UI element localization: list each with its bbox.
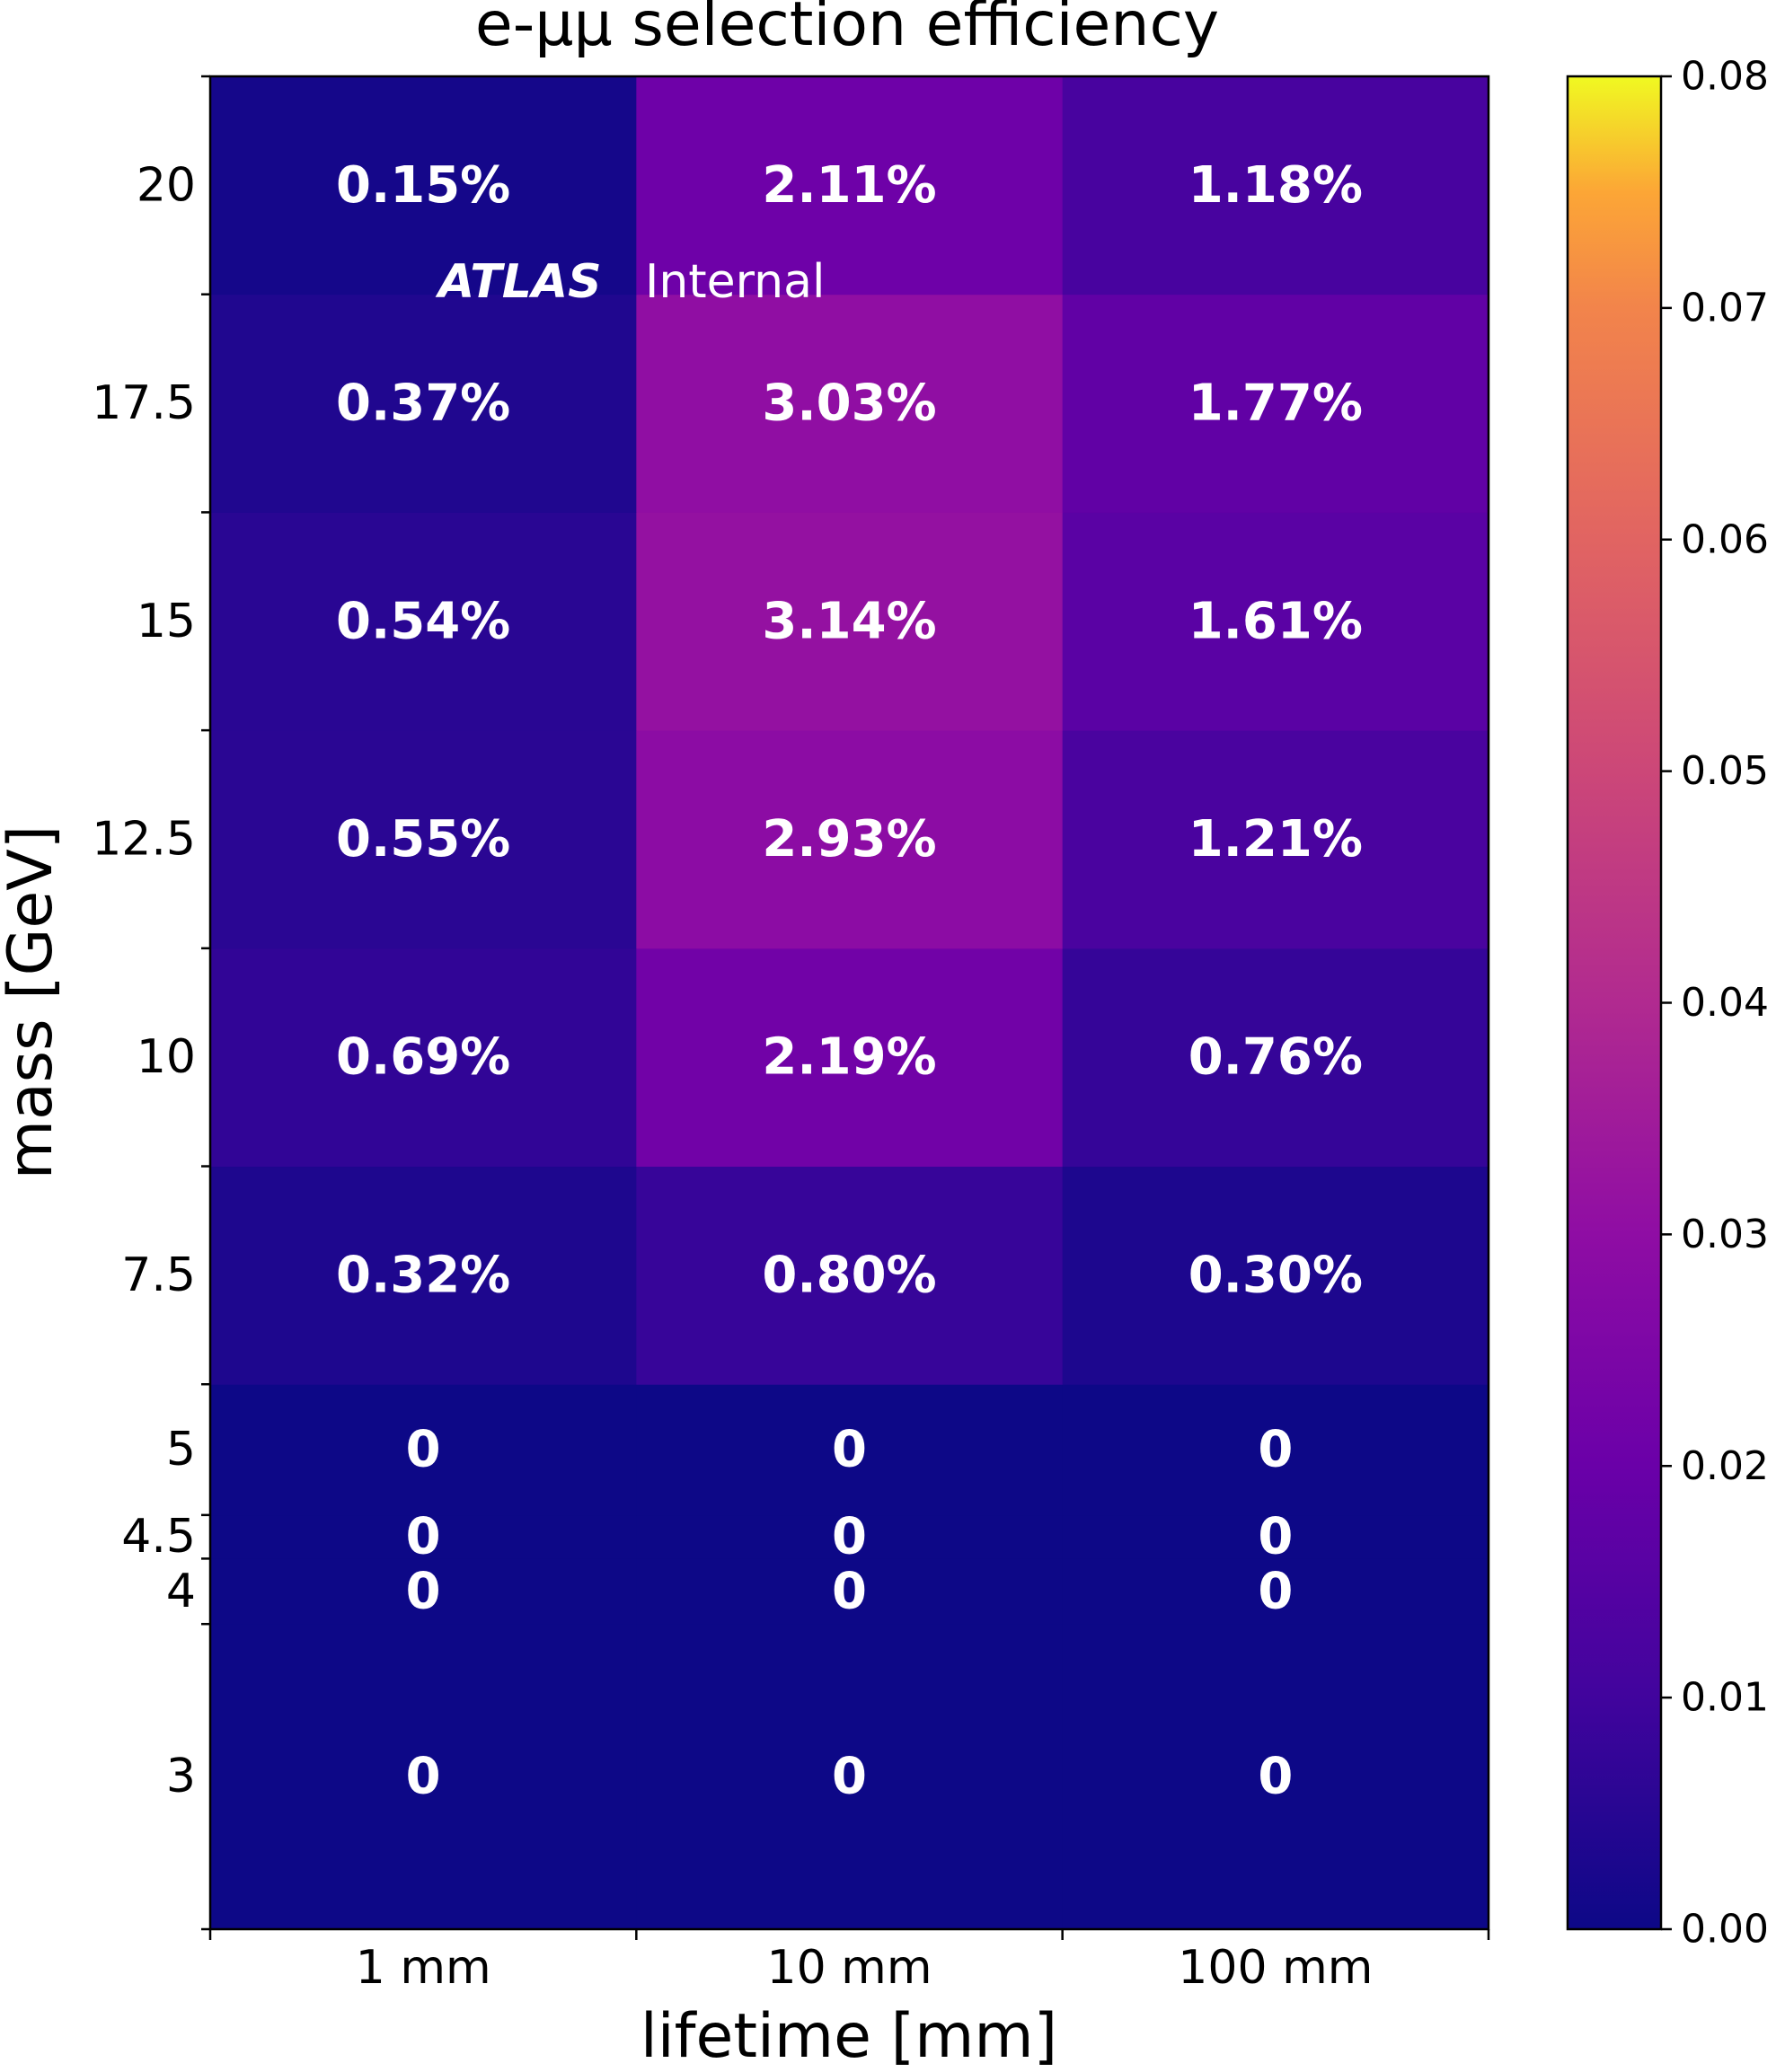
- y-axis: 3 44.5 5 7.5 10 12.5 15 17.5 20: [92, 75, 210, 1931]
- cell-value-label: 1.21%: [1188, 810, 1363, 868]
- y-tick-label: 12.5: [92, 812, 196, 866]
- cell-value-label: 1.18%: [1188, 156, 1363, 215]
- cell-value-label: 2.93%: [762, 810, 936, 868]
- cell-value-label: 0: [832, 1421, 867, 1479]
- cell-value-label: 0.55%: [336, 810, 510, 868]
- y-tick-label: 4.5: [121, 1510, 196, 1564]
- cell-value-label: 0.30%: [1188, 1246, 1363, 1304]
- x-axis: 1 mm 10 mm 100 mm: [208, 1929, 1490, 1995]
- y-tick-label: 10: [137, 1030, 196, 1084]
- cell-value-label: 2.11%: [762, 156, 936, 215]
- heatmap-cell: [1062, 1166, 1489, 1385]
- heatmap-cell: [210, 1624, 637, 1930]
- y-tick-label: 15: [137, 595, 196, 648]
- colorbar: [1566, 75, 1663, 1931]
- cell-value-label: 0.80%: [762, 1246, 936, 1304]
- cell-value-label: 3.14%: [762, 592, 936, 650]
- heatmap-cell: [636, 1514, 1064, 1559]
- y-tick-label: 4: [166, 1565, 196, 1618]
- colorbar-tick-label: 0.03: [1681, 1212, 1769, 1257]
- cell-value-label: 0.32%: [336, 1246, 510, 1304]
- heatmap-cell: [1062, 1384, 1489, 1516]
- cell-value-label: 0: [406, 1421, 441, 1479]
- cell-value-label: 0: [832, 1562, 867, 1620]
- colorbar-tick-label: 0.04: [1681, 980, 1769, 1026]
- heatmap-cell: [1062, 76, 1489, 295]
- heatmap-cell: [210, 512, 637, 731]
- heatmap-cell: [636, 294, 1064, 513]
- cell-value-label: 0: [832, 1508, 867, 1566]
- colorbar-tick-label: 0.01: [1681, 1675, 1769, 1721]
- heatmap-cell: [1062, 1514, 1489, 1559]
- colorbar-tick-label: 0.06: [1681, 516, 1769, 562]
- y-tick-label: 5: [166, 1423, 196, 1477]
- heatmap-cell: [636, 1624, 1064, 1930]
- y-axis-label: mass [GeV]: [0, 825, 66, 1180]
- y-tick-label: 3: [166, 1750, 196, 1803]
- heatmap-cell: [1062, 948, 1489, 1168]
- heatmap-cell: [1062, 294, 1489, 513]
- heatmap-cell: [636, 1384, 1064, 1516]
- heatmap-cell: [210, 76, 637, 295]
- x-tick-label: 1 mm: [356, 1941, 491, 1995]
- cell-value-label: 0: [832, 1748, 867, 1806]
- heatmap-cell: [210, 730, 637, 949]
- cell-value-label: 0.76%: [1188, 1028, 1363, 1087]
- heatmap-cell: [210, 294, 637, 513]
- cell-value-label: 0: [1258, 1508, 1293, 1566]
- heatmap-cell: [210, 1384, 637, 1516]
- x-tick-label: 10 mm: [766, 1941, 932, 1995]
- cell-value-label: 0.15%: [336, 156, 510, 215]
- heatmap-cell: [210, 1166, 637, 1385]
- y-tick-label: 7.5: [121, 1248, 196, 1302]
- chart-title: e-μμ selection efficiency: [475, 0, 1219, 60]
- heatmap-cell: [636, 1166, 1064, 1385]
- y-tick-label: 20: [137, 158, 196, 212]
- atlas-label: ATLAS: [435, 255, 602, 309]
- heatmap-cell: [636, 76, 1064, 295]
- x-axis-label: lifetime [mm]: [641, 2001, 1057, 2072]
- colorbar-tick-label: 0.05: [1681, 748, 1769, 794]
- heatmap-cell: [1062, 512, 1489, 731]
- cell-value-label: 0: [1258, 1562, 1293, 1620]
- heatmap-cell: [636, 1558, 1064, 1625]
- cell-value-label: 1.61%: [1188, 592, 1363, 650]
- cell-value-label: 0: [406, 1748, 441, 1806]
- colorbar-ticks: 0.00 0.01 0.02 0.03 0.04 0.05 0.06 0.07 0.08: [1661, 54, 1769, 1953]
- cell-value-label: 0: [406, 1562, 441, 1620]
- colorbar-tick-label: 0.07: [1681, 285, 1769, 331]
- heatmap-cell: [636, 948, 1064, 1168]
- cell-value-label: 0: [1258, 1748, 1293, 1806]
- heatmap-cell: [1062, 1558, 1489, 1625]
- x-tick-label: 100 mm: [1178, 1941, 1373, 1995]
- heatmap-cell: [1062, 1624, 1489, 1930]
- heatmap-cell: [210, 1514, 637, 1559]
- heatmap-cell: [636, 512, 1064, 731]
- heatmap-cell: [1062, 730, 1489, 949]
- colorbar-tick-label: 0.00: [1681, 1907, 1769, 1953]
- cell-value-label: 0: [1258, 1421, 1293, 1479]
- cell-value-label: 0.54%: [336, 592, 510, 650]
- cell-value-label: 0: [406, 1508, 441, 1566]
- atlas-internal-label: Internal: [645, 255, 825, 309]
- colorbar-tick-label: 0.02: [1681, 1443, 1769, 1489]
- colorbar-tick-label: 0.08: [1681, 54, 1769, 100]
- heatmap-cell: [210, 1558, 637, 1625]
- cell-value-label: 3.03%: [762, 375, 936, 433]
- heatmap-cell: [636, 730, 1064, 949]
- cell-value-label: 0.69%: [336, 1028, 510, 1087]
- cell-value-label: 1.77%: [1188, 375, 1363, 433]
- y-tick-label: 17.5: [92, 376, 196, 430]
- cell-value-label: 0.37%: [336, 375, 510, 433]
- heatmap-cell: [210, 948, 637, 1168]
- heatmap-cell-labels: 0 0 00 0 00 0 00 0 00.32% 0.80% 0.30%0.69% 2.19% 0.7…: [336, 156, 1363, 1806]
- cell-value-label: 2.19%: [762, 1028, 936, 1087]
- plot-frame: [208, 75, 1490, 1931]
- heatmap-cells: [210, 76, 1489, 1930]
